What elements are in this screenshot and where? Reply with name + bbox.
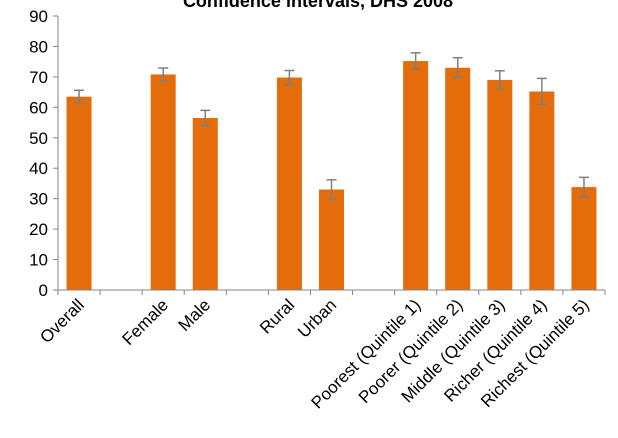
chart-title: Confidence intervals, DHS 2008 xyxy=(183,0,453,11)
y-tick-label: 20 xyxy=(29,220,48,239)
error-bars xyxy=(74,52,589,200)
bar xyxy=(445,67,471,290)
bar xyxy=(66,96,92,290)
y-tick-label: 10 xyxy=(29,251,48,270)
bar xyxy=(192,117,218,290)
bar xyxy=(276,77,302,291)
x-category-label: Overall xyxy=(36,295,88,347)
y-tick-label: 0 xyxy=(39,281,48,300)
y-tick-label: 40 xyxy=(29,159,48,178)
x-category-label: Female xyxy=(119,295,173,349)
bar xyxy=(150,74,176,290)
bar xyxy=(319,189,344,290)
bar xyxy=(571,187,597,290)
y-tick-label: 60 xyxy=(29,98,48,117)
x-category-label: Rural xyxy=(256,295,298,337)
bar xyxy=(403,61,429,291)
x-category-label: Male xyxy=(175,295,214,334)
y-tick-label: 90 xyxy=(29,7,48,26)
bar xyxy=(529,91,555,290)
y-tick-label: 80 xyxy=(29,37,48,56)
y-tick-label: 30 xyxy=(29,190,48,209)
bars xyxy=(66,61,597,291)
y-axis: 0 10 20 30 40 50 60 70 80 90 xyxy=(29,7,59,300)
y-tick-label: 50 xyxy=(29,129,48,148)
x-category-label: Urban xyxy=(294,295,340,341)
y-tick-label: 70 xyxy=(29,68,48,87)
bar xyxy=(487,79,513,290)
